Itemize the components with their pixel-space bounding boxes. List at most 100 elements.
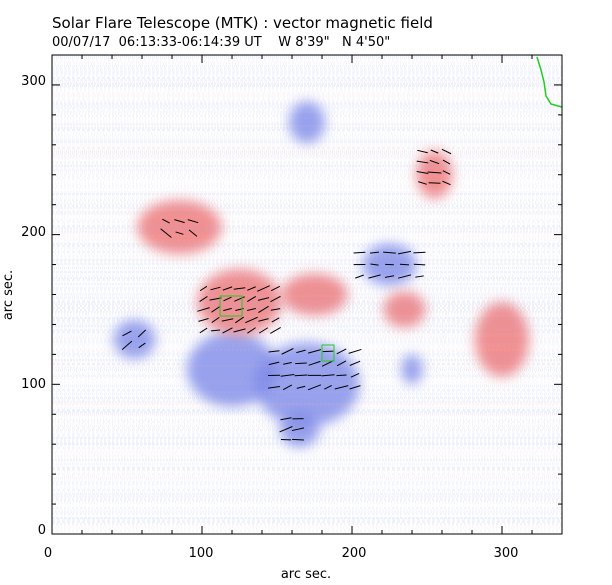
transverse-field-arrow-icon bbox=[292, 438, 304, 441]
x-tick-label-300: 300 bbox=[494, 546, 519, 561]
transverse-field-arrow-icon bbox=[247, 327, 256, 334]
positive-polarity-region bbox=[383, 291, 426, 328]
negative-polarity-region bbox=[113, 319, 156, 359]
transverse-field-arrows bbox=[121, 148, 452, 441]
transverse-field-arrow-icon bbox=[258, 305, 269, 314]
transverse-field-arrow-icon bbox=[429, 159, 440, 165]
transverse-field-arrow-icon bbox=[257, 285, 270, 292]
transverse-field-arrow-icon bbox=[370, 263, 379, 266]
negative-polarity-region bbox=[401, 354, 423, 385]
transverse-field-arrow-icon bbox=[160, 228, 172, 238]
transverse-field-arrow-icon bbox=[270, 285, 281, 292]
transverse-field-arrow-icon bbox=[257, 297, 270, 301]
transverse-field-arrow-icon bbox=[322, 350, 334, 353]
transverse-field-arrow-icon bbox=[162, 218, 170, 224]
transverse-field-arrow-icon bbox=[413, 263, 426, 266]
transverse-field-arrow-icon bbox=[223, 307, 232, 312]
y-axis-label: arc sec. bbox=[1, 270, 16, 320]
transverse-field-arrow-icon bbox=[415, 275, 424, 278]
positive-polarity-region bbox=[281, 273, 348, 316]
y-tick-label-300: 300 bbox=[21, 74, 46, 89]
transverse-field-arrow-icon bbox=[353, 251, 366, 254]
transverse-field-arrow-icon bbox=[355, 274, 364, 279]
transverse-field-arrow-icon bbox=[222, 286, 233, 291]
axis-ticks bbox=[51, 54, 563, 535]
transverse-field-arrow-icon bbox=[223, 296, 232, 302]
transverse-field-arrow-icon bbox=[442, 180, 451, 186]
transverse-field-arrow-icon bbox=[174, 219, 185, 224]
transverse-field-arrow-icon bbox=[349, 385, 361, 390]
transverse-field-arrow-icon bbox=[397, 250, 412, 255]
transverse-field-arrow-icon bbox=[324, 385, 332, 390]
west-coordinate: W 8'39" bbox=[278, 35, 330, 50]
transverse-field-arrow-icon bbox=[334, 385, 349, 390]
transverse-field-arrow-icon bbox=[271, 317, 280, 323]
transverse-field-arrow-icon bbox=[235, 316, 244, 324]
transverse-field-arrow-icon bbox=[222, 327, 233, 334]
x-tick-label-100: 100 bbox=[189, 546, 214, 561]
negative-polarity-region bbox=[187, 331, 277, 407]
transverse-field-arrow-icon bbox=[270, 308, 281, 311]
transverse-field-arrow-icon bbox=[187, 219, 199, 224]
transverse-field-arrow-icon bbox=[442, 170, 451, 175]
transverse-field-arrow-icon bbox=[418, 181, 427, 185]
observation-info: 00/07/17 06:13:33-06:14:39 UT W 8'39" N … bbox=[52, 35, 390, 50]
transverse-field-arrow-icon bbox=[199, 295, 208, 302]
transverse-field-arrow-icon bbox=[441, 148, 452, 155]
transverse-field-arrow-icon bbox=[270, 326, 281, 334]
transverse-field-arrow-icon bbox=[291, 427, 305, 432]
y-tick-label-100: 100 bbox=[21, 377, 46, 392]
transverse-field-arrow-icon bbox=[283, 361, 292, 365]
transverse-field-arrow-icon bbox=[307, 384, 322, 391]
transverse-field-arrow-icon bbox=[246, 296, 257, 302]
transverse-field-arrow-icon bbox=[138, 342, 146, 349]
transverse-field-arrow-icon bbox=[121, 340, 133, 351]
transverse-field-arrow-icon bbox=[296, 349, 306, 354]
y-tick-label-0: 0 bbox=[38, 523, 46, 538]
transverse-field-arrow-icon bbox=[279, 426, 293, 433]
transverse-field-arrow-icon bbox=[417, 149, 428, 154]
transverse-field-arrow-icon bbox=[211, 306, 220, 313]
transverse-field-arrow-icon bbox=[430, 149, 439, 154]
transverse-field-arrow-icon bbox=[245, 316, 258, 324]
transverse-field-arrow-icon bbox=[428, 182, 441, 184]
transverse-field-arrow-icon bbox=[247, 286, 256, 291]
transverse-field-arrow-icon bbox=[198, 318, 209, 322]
transverse-field-arrow-icon bbox=[383, 251, 396, 254]
transverse-field-arrow-icon bbox=[268, 361, 280, 366]
transverse-field-arrow-icon bbox=[280, 417, 292, 421]
transverse-field-arrow-icon bbox=[233, 328, 246, 333]
transverse-field-arrow-icon bbox=[268, 386, 280, 389]
transverse-field-arrow-icon bbox=[349, 360, 361, 366]
transverse-field-arrow-icon bbox=[399, 263, 410, 266]
scan-line-texture bbox=[52, 55, 562, 533]
transverse-field-arrow-icon bbox=[416, 171, 429, 174]
transverse-field-arrow-icon bbox=[336, 360, 347, 367]
transverse-field-arrow-icon bbox=[199, 327, 208, 334]
transverse-field-arrow-icon bbox=[233, 287, 246, 290]
transverse-field-arrow-icon bbox=[295, 362, 307, 365]
transverse-field-arrow-icon bbox=[427, 171, 442, 174]
transverse-field-arrow-icon bbox=[209, 297, 222, 301]
x-tick-label-0: 0 bbox=[44, 546, 52, 561]
transverse-field-arrow-icon bbox=[321, 374, 335, 377]
transverse-field-arrow-icon bbox=[258, 318, 269, 322]
transverse-field-arrow-icon bbox=[442, 159, 451, 165]
figure-title: Solar Flare Telescope (MTK) : vector mag… bbox=[52, 14, 433, 32]
transverse-field-arrow-icon bbox=[221, 318, 234, 322]
north-coordinate: N 4'50" bbox=[342, 35, 391, 50]
transverse-field-arrow-icon bbox=[234, 296, 245, 302]
transverse-field-arrow-icon bbox=[348, 348, 362, 354]
transverse-field-arrow-icon bbox=[350, 373, 360, 378]
transverse-field-arrow-icon bbox=[336, 348, 347, 355]
transverse-field-arrow-icon bbox=[270, 295, 281, 303]
transverse-field-arrow-icon bbox=[268, 350, 280, 353]
transverse-field-arrow-icon bbox=[175, 231, 184, 235]
transverse-field-arrow-icon bbox=[122, 330, 132, 337]
transverse-field-arrow-icon bbox=[188, 229, 198, 237]
transverse-field-arrow-icon bbox=[280, 373, 295, 377]
transverse-field-arrow-icon bbox=[308, 360, 321, 366]
positive-polarity-region bbox=[475, 301, 529, 377]
transverse-field-arrow-icon bbox=[258, 327, 269, 334]
green-contour-1 bbox=[219, 295, 243, 317]
